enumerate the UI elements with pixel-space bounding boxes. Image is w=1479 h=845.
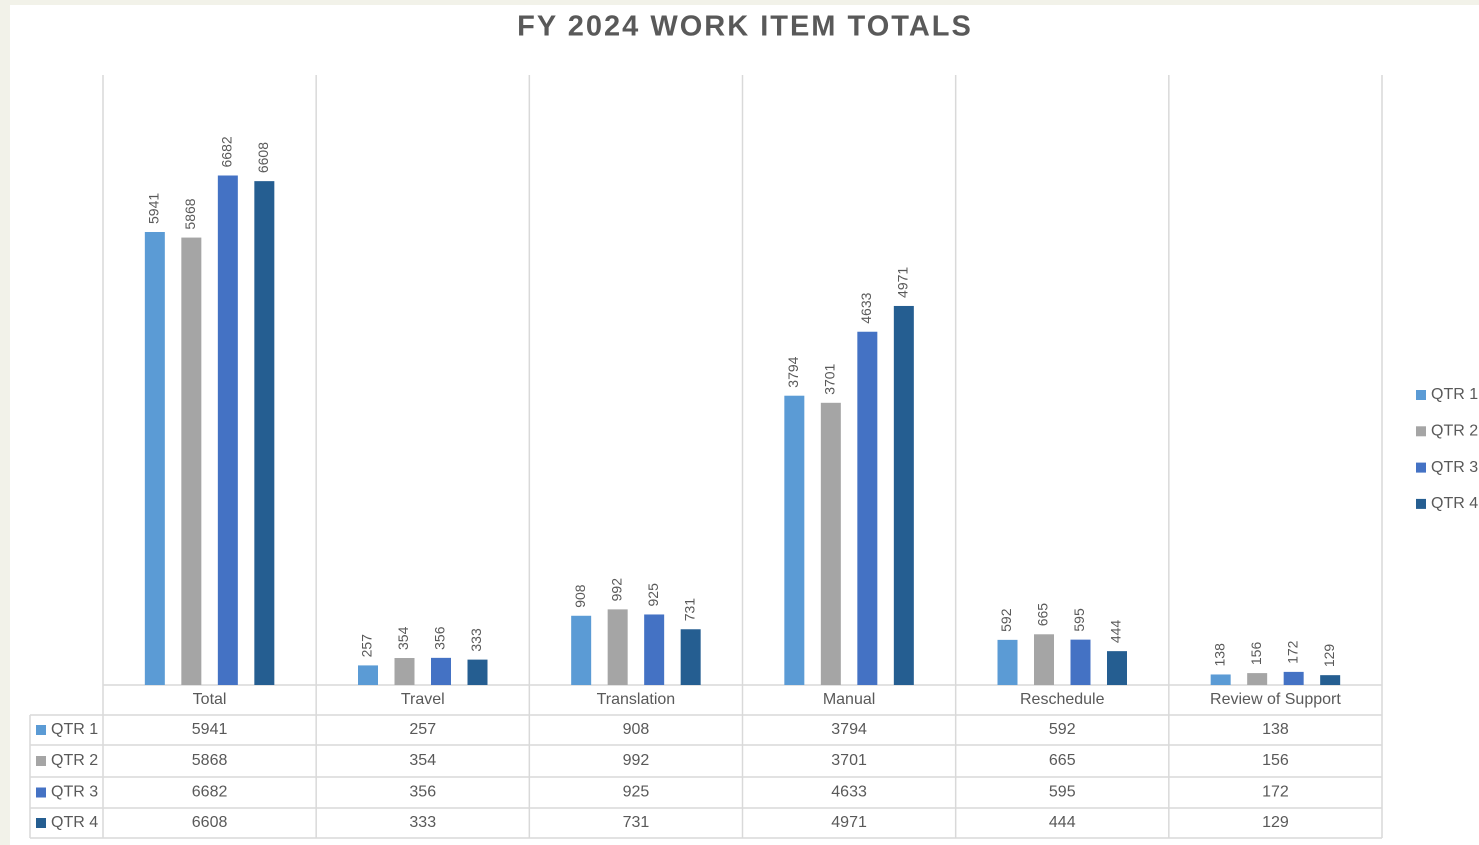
data-label: 5868 (182, 198, 198, 229)
data-label: 257 (359, 634, 375, 658)
data-label: 444 (1108, 620, 1124, 644)
table-cell: 908 (623, 721, 650, 738)
data-label: 3794 (785, 356, 801, 387)
bar (680, 629, 701, 685)
table-row-label: QTR 1 (51, 721, 98, 738)
bar (217, 175, 238, 685)
table-cell: 6608 (192, 814, 228, 831)
table-cell: 356 (409, 784, 436, 801)
table-cell: 333 (409, 814, 436, 831)
category-label: Review of Support (1210, 691, 1341, 708)
bar (1210, 674, 1231, 685)
legend-key (1416, 426, 1426, 437)
table-legend-key (36, 725, 46, 735)
bar (784, 395, 805, 685)
table-cell: 3794 (831, 721, 867, 738)
chart-title: FY 2024 WORK ITEM TOTALS (517, 11, 973, 43)
data-label: 731 (681, 598, 697, 622)
table-cell: 592 (1049, 721, 1076, 738)
table-cell: 6682 (192, 784, 228, 801)
data-label: 595 (1071, 608, 1087, 632)
data-label: 6608 (255, 142, 271, 173)
table-cell: 3701 (831, 752, 867, 769)
data-label: 4971 (895, 267, 911, 298)
category-label: Translation (597, 691, 676, 708)
data-label: 333 (468, 628, 484, 652)
table-cell: 731 (623, 814, 650, 831)
bar (644, 614, 665, 685)
table-cell: 5941 (192, 721, 228, 738)
data-label: 925 (645, 583, 661, 607)
legend-label: QTR 1 (1431, 386, 1478, 403)
legend-key (1416, 390, 1426, 400)
table-legend-key (36, 818, 46, 828)
data-label: 5941 (146, 193, 162, 224)
bar (893, 305, 914, 685)
bar (1247, 673, 1268, 685)
data-label: 138 (1211, 643, 1227, 667)
legend-key (1416, 462, 1426, 473)
legend-label: QTR 4 (1431, 495, 1478, 512)
category-label: Reschedule (1020, 691, 1105, 708)
table-row-label: QTR 2 (51, 752, 98, 769)
data-label: 665 (1035, 603, 1051, 627)
bar (997, 639, 1018, 685)
bar (607, 609, 628, 685)
table-cell: 665 (1049, 752, 1076, 769)
category-label: Total (193, 691, 227, 708)
table-cell: 595 (1049, 784, 1076, 801)
bar (1070, 639, 1091, 685)
table-row-label: QTR 3 (51, 784, 98, 801)
table-cell: 4633 (831, 784, 867, 801)
data-label: 6682 (219, 136, 235, 167)
data-label: 354 (395, 626, 411, 650)
table-cell: 5868 (192, 752, 228, 769)
table-cell: 138 (1262, 721, 1289, 738)
bar (144, 231, 165, 685)
table-cell: 444 (1049, 814, 1076, 831)
bar (1034, 634, 1054, 685)
table-row-label: QTR 4 (51, 814, 98, 831)
bar (857, 331, 878, 685)
bar (571, 615, 592, 685)
bar (820, 402, 841, 685)
bar (254, 181, 275, 685)
bar (1320, 675, 1341, 685)
data-label: 129 (1321, 644, 1337, 668)
legend-label: QTR 3 (1431, 459, 1478, 476)
table-legend-key (36, 756, 46, 766)
data-label: 3701 (822, 363, 838, 394)
table-legend-key (36, 787, 46, 798)
bar (1107, 651, 1127, 685)
table-cell: 4971 (831, 814, 867, 831)
data-label: 908 (572, 584, 588, 608)
data-label: 172 (1284, 640, 1300, 664)
bar (358, 665, 378, 685)
bar (394, 658, 415, 685)
bar (1283, 671, 1304, 685)
table-cell: 156 (1262, 752, 1289, 769)
bar (467, 659, 488, 685)
legend-key (1416, 498, 1426, 509)
data-label: 4633 (858, 292, 874, 323)
legend-label: QTR 2 (1431, 423, 1478, 440)
bar (431, 657, 451, 685)
data-label: 592 (998, 608, 1014, 632)
category-label: Manual (823, 691, 875, 708)
data-label: 356 (432, 626, 448, 650)
bar (181, 237, 202, 685)
table-cell: 354 (409, 752, 436, 769)
table-cell: 172 (1262, 784, 1289, 801)
data-label: 992 (608, 578, 624, 602)
table-cell: 925 (623, 784, 650, 801)
category-label: Travel (401, 691, 445, 708)
table-cell: 257 (409, 721, 436, 738)
table-cell: 992 (623, 752, 650, 769)
data-label: 156 (1248, 642, 1264, 666)
table-cell: 129 (1262, 814, 1289, 831)
